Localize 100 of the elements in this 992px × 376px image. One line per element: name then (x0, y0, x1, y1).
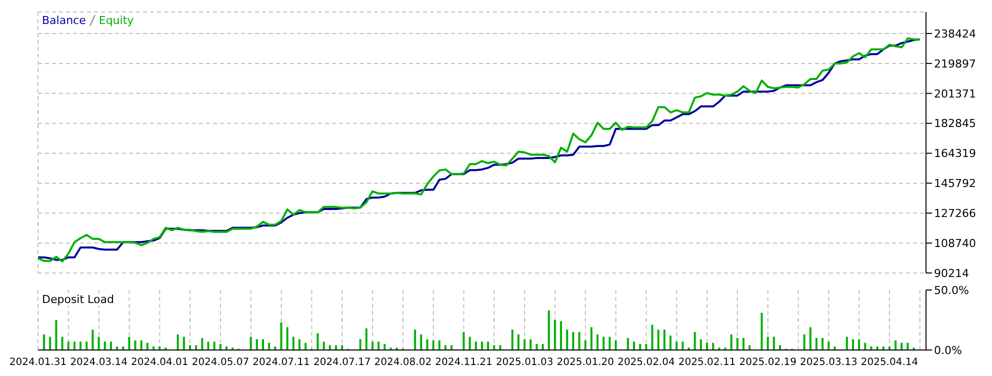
bar (61, 336, 64, 350)
bar (742, 338, 744, 350)
bar (670, 336, 672, 350)
bar (432, 340, 434, 350)
bar (359, 339, 362, 350)
bar (772, 336, 775, 350)
bar (262, 339, 264, 350)
bar (462, 332, 465, 350)
bar (80, 342, 82, 350)
bar (73, 342, 76, 350)
bar (67, 342, 70, 350)
bar (572, 332, 574, 350)
bar (766, 336, 769, 350)
y-tick-label: 201371 (934, 87, 976, 100)
y-tick-label: 182845 (934, 117, 976, 130)
bar (140, 340, 142, 350)
bar (322, 342, 325, 350)
bar (511, 330, 514, 350)
bar (55, 320, 58, 350)
bar (566, 330, 568, 350)
bar (602, 336, 605, 350)
bar (128, 336, 130, 350)
bar (633, 342, 636, 350)
x-tick-label: 2025.01.20 (556, 357, 614, 368)
bar (900, 342, 903, 350)
bar (207, 342, 210, 350)
bar (182, 336, 185, 350)
bar (815, 338, 818, 350)
bar (384, 344, 386, 350)
bar (195, 345, 198, 350)
bar (846, 336, 848, 350)
chart-title: Deposit Load (42, 293, 114, 306)
bar (676, 342, 678, 350)
bar (809, 327, 812, 350)
x-tick-label: 2024.07.17 (313, 357, 371, 368)
bar (444, 345, 446, 350)
bar (286, 327, 288, 350)
bar (450, 345, 453, 350)
bar (651, 324, 654, 350)
bar (480, 342, 483, 350)
bar (378, 342, 380, 350)
bar (864, 342, 866, 350)
x-tick-label: 2024.11.21 (435, 357, 492, 368)
x-tick-label: 2024.04.01 (131, 357, 188, 368)
bar (426, 339, 428, 350)
bar (280, 322, 282, 350)
bar (682, 342, 684, 350)
bar (341, 345, 344, 350)
bar (536, 344, 538, 350)
bar (256, 339, 258, 350)
x-tick-label: 2024.07.11 (252, 357, 310, 368)
bar (517, 334, 520, 350)
bar (548, 310, 550, 350)
bar (712, 342, 714, 350)
bar (530, 339, 532, 350)
bar (639, 344, 642, 350)
bar (778, 345, 781, 350)
bar (110, 342, 112, 350)
text: Equity (98, 14, 134, 27)
y-tick-label: 127266 (934, 207, 976, 220)
bar (414, 330, 416, 350)
text: Balance (42, 14, 86, 27)
bar (92, 330, 94, 350)
bar (614, 340, 617, 350)
y-tick-label: 0.0% (934, 344, 962, 357)
bar (608, 336, 611, 350)
bar (663, 330, 666, 350)
bar (298, 339, 300, 350)
bar (189, 345, 192, 350)
bar (560, 321, 562, 350)
bar (657, 330, 660, 350)
bar (250, 336, 252, 350)
y-tick-label: 238424 (934, 27, 976, 40)
bar (438, 340, 440, 350)
bar (328, 345, 331, 350)
bar (803, 334, 806, 350)
x-tick-label: 2025.04.14 (860, 357, 918, 368)
bar (706, 342, 708, 350)
bar (596, 334, 599, 350)
y-tick-label: 50.0% (934, 284, 969, 297)
bar (493, 345, 496, 350)
bar (98, 336, 100, 350)
x-tick-label: 2025.02.11 (678, 357, 736, 368)
bar (49, 336, 52, 350)
bar (645, 344, 648, 350)
y-tick-label: 108740 (934, 236, 976, 250)
bar (760, 312, 763, 350)
bar (524, 339, 526, 350)
bar (292, 336, 294, 350)
bar (176, 334, 179, 350)
bar (736, 338, 738, 350)
bar (584, 340, 586, 350)
x-tick-label: 2025.02.19 (739, 357, 796, 368)
bar (748, 345, 751, 350)
bar (213, 342, 216, 350)
x-tick-label: 2025.01.03 (496, 357, 554, 368)
bar (499, 345, 502, 350)
bar (700, 339, 702, 350)
y-tick-label: 219897 (934, 57, 976, 70)
bar (86, 342, 88, 350)
